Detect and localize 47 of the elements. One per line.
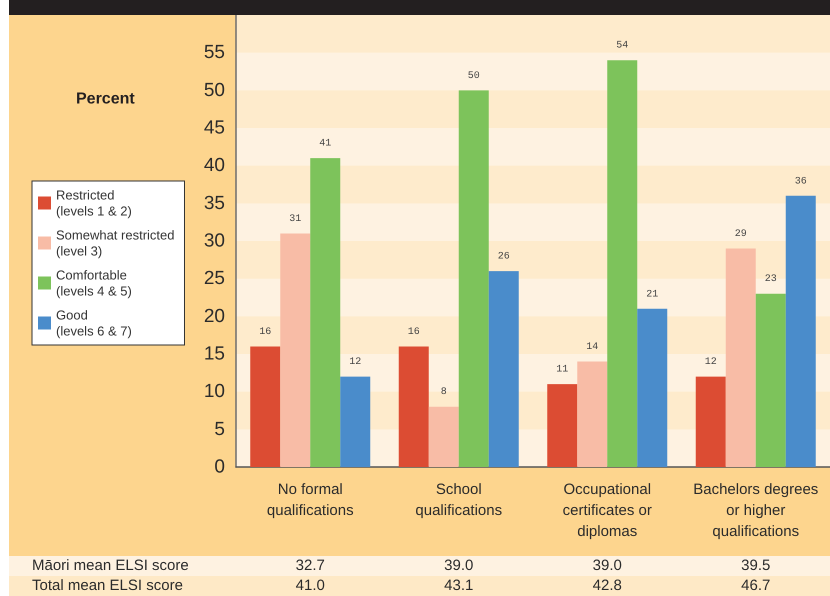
data-label: 54 <box>616 40 628 52</box>
data-label: 50 <box>468 70 480 82</box>
text: 39.0 <box>592 556 622 576</box>
y-tick-label: 35 <box>204 192 225 214</box>
y-tick-label: 50 <box>204 80 225 101</box>
text: Total mean ELSI score <box>32 576 183 596</box>
y-tick-label: 5 <box>214 418 225 440</box>
y-tick-label: 55 <box>204 42 225 64</box>
x-tick-label: Occupational certificates or diplomas <box>562 481 652 540</box>
data-label: 8 <box>440 387 447 398</box>
y-tick-label: 40 <box>204 155 225 176</box>
text: 39.0 <box>444 556 474 576</box>
legend-label: Somewhat restricted (level 3) <box>56 228 174 258</box>
legend-label: Comfortable (levels 4 & 5) <box>56 268 132 298</box>
data-label: 36 <box>794 176 807 188</box>
data-label: 26 <box>498 252 510 263</box>
legend-label: Restricted (levels 1 & 2) <box>56 188 132 218</box>
text: 39.5 <box>741 556 770 576</box>
x-tick-label: No formal qualifications <box>266 481 354 519</box>
data-label: 23 <box>764 274 777 286</box>
data-label: 41 <box>319 138 332 150</box>
data-label: 16 <box>408 326 420 338</box>
text: 32.7 <box>296 556 325 576</box>
text: 41.0 <box>296 576 325 596</box>
legend-label: Good (levels 6 & 7) <box>56 308 132 338</box>
y-tick-label: 25 <box>204 268 225 290</box>
y-tick-label: 0 <box>214 456 225 478</box>
x-tick-label: School qualifications <box>415 481 502 519</box>
y-tick-label: 20 <box>204 306 225 327</box>
text: 42.8 <box>592 576 622 596</box>
data-label: 31 <box>289 214 302 225</box>
text: 43.1 <box>444 576 474 596</box>
data-label: 21 <box>646 289 658 300</box>
y-tick-label: 15 <box>204 344 225 364</box>
data-label: 12 <box>349 357 362 368</box>
text: 46.7 <box>741 576 770 596</box>
y-axis-title: Percent <box>76 90 136 108</box>
y-tick-label: 45 <box>204 118 225 138</box>
y-tick-label: 30 <box>204 230 225 252</box>
data-label: 11 <box>556 364 568 376</box>
data-label: 16 <box>259 326 272 338</box>
x-tick-label: Bachelors degrees or higher qualifications <box>693 481 818 540</box>
data-label: 29 <box>734 229 747 240</box>
text: Māori mean ELSI score <box>32 556 189 576</box>
data-label: 14 <box>586 342 598 354</box>
data-label: 12 <box>704 357 717 368</box>
y-tick-label: 10 <box>204 381 225 402</box>
